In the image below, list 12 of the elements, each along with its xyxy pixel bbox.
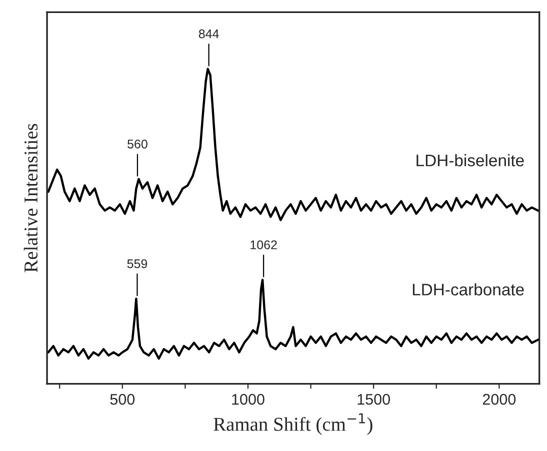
series-label: LDH-biselenite <box>416 154 524 166</box>
x-axis-title: Raman Shift (cm$^{−1}$) <box>214 413 372 435</box>
x-tick-label: 2000 <box>482 394 516 405</box>
x-tick-label: 500 <box>110 394 135 405</box>
x-tick-label: 1500 <box>358 394 390 405</box>
annotation: 844 <box>198 29 219 38</box>
text: LDH-carbonate <box>412 283 524 296</box>
x-tick-label: 1000 <box>232 394 264 405</box>
annotation: 1062 <box>250 240 277 250</box>
annotation: 559 <box>127 259 148 268</box>
y-axis-title: Relative Intensities <box>24 124 38 272</box>
annotation: 560 <box>128 140 148 148</box>
